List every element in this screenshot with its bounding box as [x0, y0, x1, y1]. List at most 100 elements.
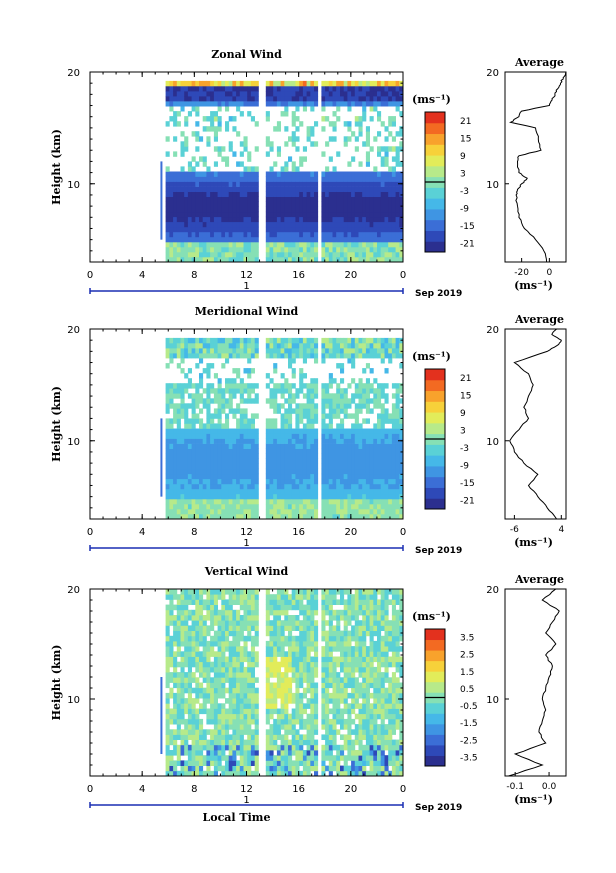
heatmap-cell — [217, 383, 222, 389]
heatmap-cell — [180, 211, 185, 218]
heatmap-cell — [202, 692, 207, 699]
heatmap-cell — [206, 666, 211, 673]
heatmap-cell — [199, 615, 204, 621]
heatmap-cell — [173, 734, 178, 740]
heatmap-cell — [314, 241, 319, 248]
heatmap-cell — [269, 176, 274, 182]
heatmap-cell — [358, 388, 363, 394]
heatmap-cell — [310, 468, 315, 475]
heatmap-cell — [243, 692, 248, 699]
heatmap-cell — [176, 453, 181, 459]
heatmap-cell — [228, 146, 233, 152]
heatmap-cell — [176, 672, 181, 678]
heatmap-cell — [206, 463, 211, 470]
heatmap-cell — [302, 181, 307, 187]
heatmap-cell — [225, 443, 230, 449]
heatmap-cell — [195, 241, 200, 248]
heatmap-cell — [321, 458, 326, 464]
heatmap-cell — [169, 589, 174, 595]
heatmap-cell — [391, 408, 396, 414]
heatmap-cell — [302, 703, 307, 709]
heatmap-cell — [239, 86, 244, 92]
heatmap-cell — [336, 493, 341, 500]
heatmap-cell — [265, 468, 270, 475]
heatmap-cell — [176, 246, 181, 253]
heatmap-cell — [351, 423, 356, 429]
heatmap-cell — [284, 388, 289, 394]
heatmap-cell — [343, 508, 348, 515]
heatmap-cell — [276, 453, 281, 459]
heatmap-cell — [206, 423, 211, 429]
heatmap-cell — [191, 257, 196, 263]
heatmap-cell — [284, 508, 289, 515]
heatmap-cell — [191, 181, 196, 187]
heatmap-cell — [276, 201, 281, 207]
heatmap-cell — [254, 166, 259, 172]
heatmap-cell — [325, 226, 330, 233]
heatmap-cell — [306, 136, 311, 142]
heatmap-cell — [302, 770, 307, 777]
heatmap-cell — [280, 176, 285, 182]
heatmap-cell — [295, 739, 300, 746]
heatmap-cell — [310, 181, 315, 187]
heatmap-cell — [354, 458, 359, 464]
heatmap-cell — [343, 458, 348, 464]
heatmap-cell — [213, 468, 218, 475]
heatmap-cell — [206, 609, 211, 616]
heatmap-cell — [369, 498, 374, 505]
heatmap-cell — [365, 191, 370, 197]
heatmap-cell — [254, 718, 259, 725]
heatmap-cell — [391, 196, 396, 202]
heatmap-cell — [362, 503, 367, 510]
heatmap-cell — [243, 201, 248, 207]
heatmap-cell — [377, 236, 382, 243]
heatmap-cell — [347, 448, 352, 454]
heatmap-cell — [228, 181, 233, 187]
heatmap-cell — [221, 453, 226, 459]
heatmap-cell — [173, 635, 178, 642]
heatmap-cell — [291, 211, 296, 218]
heatmap-cell — [269, 765, 274, 772]
heatmap-cell — [369, 146, 374, 152]
heatmap-cell — [391, 121, 396, 127]
heatmap-cell — [176, 383, 181, 389]
heatmap-cell — [250, 594, 255, 600]
heatmap-cell — [165, 750, 170, 756]
heatmap-cell — [358, 483, 363, 490]
heatmap-cell — [343, 211, 348, 218]
heatmap-cell — [306, 682, 311, 689]
heatmap-cell — [269, 443, 274, 449]
heatmap-cell — [399, 257, 404, 263]
heatmap-cell — [225, 161, 230, 167]
heatmap-cell — [228, 646, 233, 652]
heatmap-cell — [388, 91, 393, 97]
heatmap-cell — [254, 770, 259, 777]
heatmap-cell — [228, 398, 233, 404]
heatmap-cell — [217, 146, 222, 152]
heatmap-cell — [250, 514, 255, 520]
heatmap-cell — [199, 599, 204, 605]
heatmap-cell — [280, 478, 285, 485]
heatmap-cell — [195, 713, 200, 720]
heatmap-cell — [380, 337, 385, 344]
heatmap-cell — [187, 483, 192, 490]
heatmap-cell — [169, 514, 174, 520]
heatmap-cell — [306, 750, 311, 756]
heatmap-cell — [243, 488, 248, 495]
heatmap-cell — [321, 423, 326, 429]
heatmap-cell — [343, 468, 348, 475]
heatmap-cell — [250, 589, 255, 595]
heatmap-cell — [173, 101, 178, 107]
heatmap-cell — [306, 755, 311, 761]
colorbar-swatch — [425, 187, 445, 199]
heatmap-cell — [243, 171, 248, 177]
heatmap-cell — [343, 196, 348, 202]
heatmap-cell — [284, 408, 289, 414]
heatmap-cell — [265, 661, 270, 668]
heatmap-cell — [243, 91, 248, 97]
heatmap-cell — [195, 708, 200, 715]
heatmap-cell — [247, 156, 252, 162]
heatmap-cell — [202, 191, 207, 197]
heatmap-cell — [210, 744, 215, 751]
heatmap-cell — [243, 191, 248, 197]
